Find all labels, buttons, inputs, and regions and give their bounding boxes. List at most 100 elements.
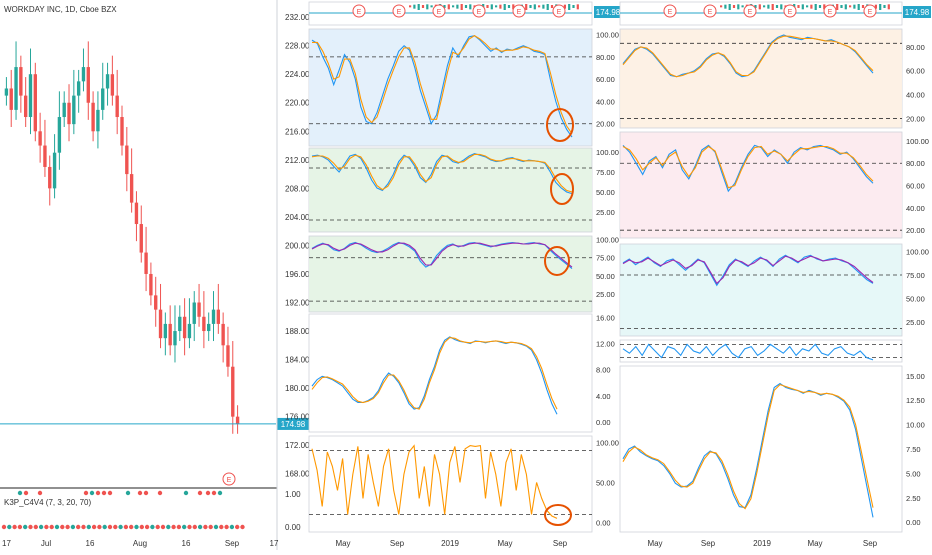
mini-candle <box>538 5 541 8</box>
mini-candle <box>810 4 813 9</box>
signal-dot-bottom <box>171 524 176 530</box>
indicator-label: K3P_C4V4 (7, 3, 20, 70) <box>4 498 92 507</box>
axis-tick-label: 10.00 <box>906 421 925 430</box>
candle-body <box>76 81 81 96</box>
panel-stoch-right-1[interactable]: 80.00 60.00 40.00 20.00 <box>619 28 925 129</box>
price-tick-label: 188.00 <box>285 327 310 336</box>
axis-tick-label: 8.00 <box>596 366 611 375</box>
mini-earnings-marker <box>552 4 566 18</box>
series-line-1 <box>311 337 558 410</box>
panel-border <box>619 365 903 533</box>
mini-candle <box>724 4 727 9</box>
mini-candle <box>741 5 744 8</box>
axis-tick-label: 60.00 <box>906 182 925 191</box>
main-price-chart[interactable]: WORKDAY INC, 1D, Cboe BZX 174.98 E K3P_C4V4… <box>0 0 310 550</box>
signal-dot-bottom <box>129 524 134 530</box>
time-tick-label: 16 <box>182 539 191 548</box>
mini-earnings-marker <box>512 4 526 18</box>
mid-time-label: May <box>497 539 512 548</box>
candle-body <box>187 323 192 339</box>
axis-tick-label: 100.00 <box>906 137 929 146</box>
panel-stoch-right-2[interactable]: 100.00 80.00 60.00 40.00 20.00 <box>619 131 929 239</box>
panel-osc-left-orange[interactable]: 100.00 50.00 0.00 <box>308 435 619 533</box>
mini-earnings-label: E <box>748 9 753 16</box>
panel-mini-osc-right[interactable] <box>619 339 903 363</box>
price-tick-label: 228.00 <box>285 42 310 51</box>
candle-body <box>67 102 71 125</box>
candle-body <box>226 345 230 367</box>
level-band <box>309 56 592 124</box>
signal-dot-bottom <box>240 524 245 530</box>
mini-candle <box>499 4 502 9</box>
panel-stoch-left-1[interactable]: 100.00 80.00 60.00 40.00 20.00 <box>308 28 619 147</box>
indicator-tick-label: 0.00 <box>285 523 301 532</box>
signal-dot-top <box>37 490 43 496</box>
axis-tick-label: 4.00 <box>596 392 611 401</box>
mini-candle <box>529 5 532 8</box>
time-tick-label: 17 <box>270 539 279 548</box>
mini-candle <box>818 5 822 8</box>
mini-candle <box>814 4 817 10</box>
signal-dot-bottom <box>160 524 166 530</box>
candle-body <box>52 152 57 189</box>
signal-dot-top <box>101 490 107 496</box>
level-band <box>620 163 902 231</box>
mini-earnings-marker <box>663 4 677 18</box>
signal-dot-bottom <box>150 524 155 530</box>
candle-body <box>211 309 216 324</box>
signal-dot-bottom <box>203 524 208 530</box>
signal-dot-bottom <box>102 524 107 530</box>
price-tick-label: 216.00 <box>285 127 310 136</box>
mini-strip-top-mini-price-left[interactable]: E E E E E E 174.98 <box>308 1 622 26</box>
mini-candle <box>763 5 766 8</box>
axis-tick-label: 0.00 <box>596 518 611 527</box>
signal-dot-bottom <box>70 524 76 530</box>
panel-stoch-left-3[interactable]: 100.00 75.00 50.00 25.00 <box>308 235 619 313</box>
series-line-1 <box>312 35 573 135</box>
price-tick-label: 224.00 <box>285 70 310 79</box>
mini-candle <box>737 4 740 10</box>
candle-body <box>28 74 33 118</box>
candle-body <box>14 67 18 110</box>
candle-body <box>81 67 86 82</box>
axis-tick-label: 50.00 <box>596 478 615 487</box>
candle-body <box>105 74 110 89</box>
candle-body <box>231 366 235 417</box>
time-tick-label: Sep <box>225 539 240 548</box>
signal-dot-bottom <box>38 524 44 530</box>
candle-body <box>86 67 90 103</box>
mini-candle <box>806 5 809 8</box>
axis-tick-label: 40.00 <box>906 91 925 100</box>
signal-dot-top <box>183 490 189 496</box>
price-tick-label: 196.00 <box>285 270 310 279</box>
signal-dot-bottom <box>107 524 113 530</box>
panel-macd-right[interactable]: 15.00 12.50 10.00 7.50 5.00 2.50 0.00 <box>619 365 925 533</box>
signal-dot-top <box>107 490 113 496</box>
signal-dot-top <box>137 490 143 496</box>
panel-stoch-left-2[interactable]: 100.00 75.00 50.00 25.00 <box>308 147 619 233</box>
axis-tick-label: 75.00 <box>596 254 615 263</box>
signal-dot-top <box>125 490 131 496</box>
signal-dot-bottom <box>65 524 70 530</box>
axis-tick-label: 0.00 <box>906 518 921 527</box>
annotation-circle <box>544 246 570 276</box>
level-band <box>620 43 902 119</box>
candle-body <box>182 316 187 339</box>
series-line-1 <box>622 35 874 78</box>
signal-dot-bottom <box>144 524 150 530</box>
mini-earnings-label: E <box>477 9 482 16</box>
signal-dot-bottom <box>44 524 49 530</box>
panel-macd-left[interactable]: 16.00 12.00 8.00 4.00 0.00 <box>308 313 615 433</box>
panel-stoch-right-3[interactable]: 100.00 75.00 50.00 25.00 <box>619 243 929 337</box>
mini-earnings-label: E <box>868 9 873 16</box>
mini-earnings-marker <box>392 4 406 18</box>
mini-candle <box>780 4 783 10</box>
axis-tick-label: 80.00 <box>906 43 925 52</box>
panel-border <box>308 435 593 533</box>
candle-body <box>19 67 23 96</box>
axis-tick-label: 12.00 <box>596 340 615 349</box>
panel-border <box>619 339 903 363</box>
mini-strip-top-mini-price-right[interactable]: E E E E E E 174.98 <box>619 1 931 26</box>
